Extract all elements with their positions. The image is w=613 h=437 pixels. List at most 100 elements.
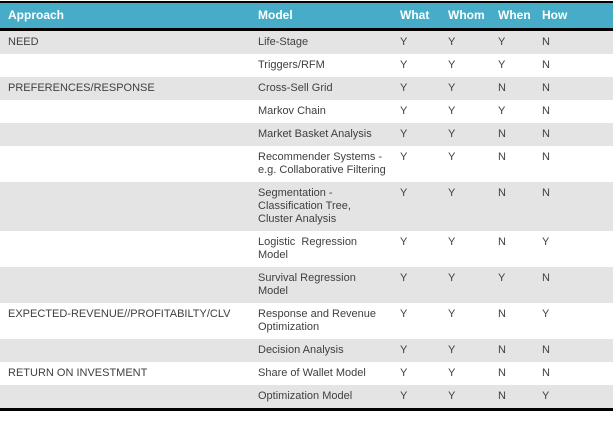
- flag-when-cell: N: [498, 390, 506, 402]
- col-header-what: What: [392, 2, 440, 31]
- flag-whom-cell: Y: [448, 151, 456, 163]
- flag-what-cell: Y: [400, 59, 408, 71]
- flag-what-cell: Y: [400, 105, 408, 117]
- approach-cell: RETURN ON INVESTMENT: [8, 367, 148, 379]
- flag-when-cell: Y: [498, 105, 506, 117]
- flag-whom-cell: Y: [448, 187, 456, 199]
- table-row: Decision Analysis Y Y N N: [0, 339, 613, 362]
- flag-what-cell: Y: [400, 390, 408, 402]
- flag-what-cell: Y: [400, 36, 408, 48]
- model-cell: Recommender Systems - e.g. Collaborative…: [258, 151, 386, 176]
- model-cell: Life-Stage: [258, 36, 309, 48]
- flag-what-cell: Y: [400, 272, 408, 284]
- flag-whom-cell: Y: [448, 82, 456, 94]
- table-row: RETURN ON INVESTMENT Share of Wallet Mode…: [0, 362, 613, 385]
- col-header-how: How: [534, 2, 613, 31]
- flag-what-cell: Y: [400, 151, 408, 163]
- flag-whom-cell: Y: [448, 128, 456, 140]
- table-row: Market Basket Analysis Y Y N N: [0, 123, 613, 146]
- table-row: EXPECTED-REVENUE//PROFITABILTY/CLV Respon…: [0, 303, 613, 339]
- model-comparison-table: Approach Model What Whom When How NEED Li…: [0, 1, 613, 411]
- flag-how-cell: N: [542, 272, 550, 284]
- flag-whom-cell: Y: [448, 105, 456, 117]
- flag-how-cell: N: [542, 151, 550, 163]
- approach-cell: [0, 339, 250, 362]
- flag-how-cell: Y: [542, 308, 550, 320]
- flag-whom-cell: Y: [448, 59, 456, 71]
- model-cell: Logistic Regression Model: [258, 236, 361, 261]
- flag-what-cell: Y: [400, 187, 408, 199]
- flag-how-cell: Y: [542, 236, 550, 248]
- approach-cell: [0, 385, 250, 410]
- approach-cell: [0, 182, 250, 231]
- table-row: Triggers/RFM Y Y Y N: [0, 54, 613, 77]
- flag-when-cell: N: [498, 308, 506, 320]
- approach-cell: NEED: [8, 36, 39, 48]
- flag-how-cell: N: [542, 82, 550, 94]
- flag-when-cell: N: [498, 187, 506, 199]
- approach-cell: [0, 123, 250, 146]
- table-row: PREFERENCES/RESPONSE Cross-Sell Grid Y Y N N: [0, 77, 613, 100]
- approach-cell: [0, 231, 250, 267]
- flag-how-cell: N: [542, 187, 550, 199]
- model-cell: Cross-Sell Grid: [258, 82, 333, 94]
- flag-what-cell: Y: [400, 236, 408, 248]
- table-row: Recommender Systems - e.g. Collaborative…: [0, 146, 613, 182]
- approach-cell: [0, 146, 250, 182]
- flag-what-cell: Y: [400, 367, 408, 379]
- model-cell: Response and Revenue Optimization: [258, 308, 380, 333]
- approach-cell: EXPECTED-REVENUE//PROFITABILTY/CLV: [8, 308, 231, 320]
- model-cell: Markov Chain: [258, 105, 326, 117]
- approach-cell: PREFERENCES/RESPONSE: [8, 82, 155, 94]
- table-body: NEED Life-Stage Y Y Y N Triggers/RFM Y Y Y N PREFER…: [0, 29, 613, 410]
- flag-when-cell: N: [498, 151, 506, 163]
- model-cell: Share of Wallet Model: [258, 367, 366, 379]
- flag-how-cell: N: [542, 59, 550, 71]
- flag-when-cell: Y: [498, 36, 506, 48]
- flag-when-cell: N: [498, 82, 506, 94]
- col-header-when: When: [490, 2, 534, 31]
- col-header-whom: Whom: [440, 2, 490, 31]
- flag-whom-cell: Y: [448, 272, 456, 284]
- table-row: Logistic Regression Model Y Y N Y: [0, 231, 613, 267]
- table-row: Optimization Model Y Y N Y: [0, 385, 613, 410]
- flag-whom-cell: Y: [448, 367, 456, 379]
- table-row: Segmentation - Classification Tree, Clus…: [0, 182, 613, 231]
- model-cell: Market Basket Analysis: [258, 128, 372, 140]
- header-row: Approach Model What Whom When How: [0, 2, 613, 31]
- approach-cell: [0, 100, 250, 123]
- flag-when-cell: N: [498, 128, 506, 140]
- flag-when-cell: Y: [498, 59, 506, 71]
- flag-how-cell: N: [542, 128, 550, 140]
- model-cell: Segmentation - Classification Tree, Clus…: [258, 187, 354, 225]
- approach-cell: [0, 267, 250, 303]
- flag-whom-cell: Y: [448, 344, 456, 356]
- col-header-model: Model: [250, 2, 392, 31]
- flag-what-cell: Y: [400, 82, 408, 94]
- flag-whom-cell: Y: [448, 390, 456, 402]
- model-cell: Triggers/RFM: [258, 59, 325, 71]
- flag-when-cell: N: [498, 367, 506, 379]
- flag-when-cell: N: [498, 236, 506, 248]
- flag-whom-cell: Y: [448, 36, 456, 48]
- flag-how-cell: N: [542, 344, 550, 356]
- flag-what-cell: Y: [400, 344, 408, 356]
- flag-what-cell: Y: [400, 128, 408, 140]
- approach-cell: [0, 54, 250, 77]
- col-header-approach: Approach: [0, 2, 250, 31]
- flag-what-cell: Y: [400, 308, 408, 320]
- model-cell: Survival Regression Model: [258, 272, 359, 297]
- model-cell: Decision Analysis: [258, 344, 344, 356]
- flag-when-cell: N: [498, 344, 506, 356]
- flag-how-cell: N: [542, 105, 550, 117]
- table-row: NEED Life-Stage Y Y Y N: [0, 29, 613, 54]
- flag-how-cell: N: [542, 36, 550, 48]
- table-row: Markov Chain Y Y Y N: [0, 100, 613, 123]
- table-row: Survival Regression Model Y Y Y N: [0, 267, 613, 303]
- flag-how-cell: Y: [542, 390, 550, 402]
- flag-whom-cell: Y: [448, 308, 456, 320]
- model-cell: Optimization Model: [258, 390, 353, 402]
- flag-how-cell: N: [542, 367, 550, 379]
- flag-when-cell: Y: [498, 272, 506, 284]
